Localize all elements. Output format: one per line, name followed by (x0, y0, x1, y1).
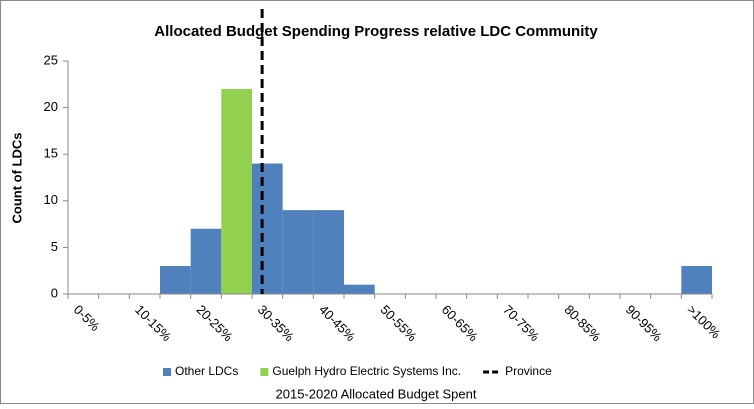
bar (344, 284, 375, 294)
y-tick-label: 5 (51, 239, 58, 254)
y-tick-label: 15 (44, 146, 58, 161)
bar (313, 210, 344, 294)
y-axis-title: Count of LDCs (9, 133, 24, 224)
legend-label: Other LDCs (175, 364, 238, 378)
bar (681, 266, 712, 294)
y-tick-label: 10 (44, 192, 58, 207)
bar (221, 88, 252, 295)
legend-swatch (163, 368, 171, 376)
bar (282, 210, 314, 294)
legend-label: Province (505, 364, 552, 378)
bar (190, 228, 222, 294)
legend-swatch (260, 368, 269, 376)
y-tick-label: 0 (51, 285, 58, 300)
x-axis-title: 2015-2020 Allocated Budget Spent (276, 386, 477, 401)
bar (252, 163, 283, 294)
chart-title: Allocated Budget Spending Progress relat… (154, 23, 598, 40)
y-tick-label: 20 (44, 99, 58, 114)
y-tick-label: 25 (44, 52, 58, 67)
bar (160, 266, 191, 294)
legend-label: Guelph Hydro Electric Systems Inc. (272, 364, 461, 378)
